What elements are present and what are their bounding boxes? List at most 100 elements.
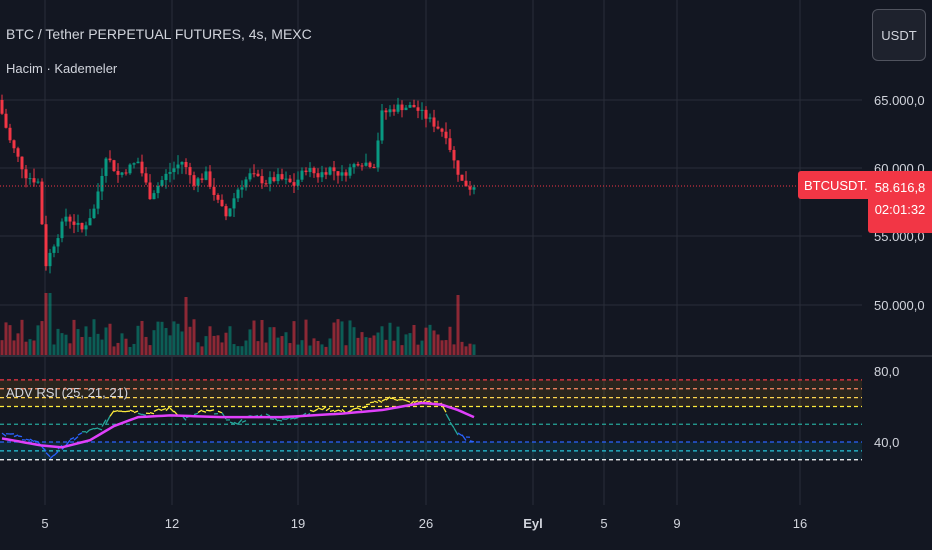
candle [164,173,168,181]
volume-bar [64,334,68,355]
volume-bar [396,326,400,355]
rsi-line-segment [77,432,83,436]
volume-bar [240,346,244,355]
rsi-line-segment [85,429,91,434]
indicator-legend[interactable]: Hacim · Kademeler [6,61,118,76]
rsi-line-segment [357,407,363,411]
rsi-line-segment [445,413,451,422]
rsi-line-segment [201,410,207,413]
candle [268,177,272,184]
candle [428,117,432,119]
rsi-legend[interactable]: ADV RSI (25, 21, 21) [6,385,129,400]
volume-bar [120,333,124,355]
volume-bar [4,322,8,355]
volume-bar [168,335,172,355]
rsi-line-segment [101,419,107,427]
time-tick: 12 [165,516,179,531]
candle [404,107,408,111]
rsi-line-segment [353,407,359,410]
last-price: 58.616,8 [874,180,926,195]
rsi-line-segment [405,399,411,403]
candle [416,107,420,111]
volume-bar [376,332,380,355]
time-tick: 26 [419,516,433,531]
volume-bar [8,325,12,355]
volume-bar [92,319,96,355]
volume-bar [24,341,28,355]
volume-bar [412,324,416,355]
rsi-line-segment [205,409,211,412]
volume-bar [256,341,260,355]
rsi-line-segment [165,406,171,412]
candle [424,109,428,119]
candle [372,166,376,168]
candle [376,140,380,168]
time-tick: 5 [41,516,48,531]
candle [0,100,4,114]
volume-bar [152,330,156,355]
candle [308,168,312,173]
candle [312,168,316,174]
volume-bar [340,321,344,355]
volume-bar [456,295,460,355]
volume-bar [424,327,428,355]
candle [72,221,76,225]
candle [188,167,192,176]
volume-bar [16,333,20,355]
volume-bar [56,328,60,355]
volume-bar [264,342,268,355]
candle [108,158,112,161]
volume-bar [380,326,384,355]
candle [88,218,92,226]
candle [324,172,328,175]
rsi-line-segment [325,407,331,412]
rsi-panel [0,379,862,461]
volume-bar [428,324,432,355]
rsi-line-segment [141,413,147,417]
volume-bar [88,336,92,355]
rsi-line-segment [377,399,383,403]
candle [116,171,120,175]
candle [300,170,304,180]
rsi-line-segment [401,398,407,402]
volume-bar [440,340,444,355]
rsi-line-segment [45,452,51,458]
volume-bar [80,336,84,355]
volume-bar [272,327,276,355]
volume-bar [52,344,56,355]
axes: 65.000,060.000,055.000,050.000,080,040,0… [41,93,924,531]
candle [104,158,108,176]
rsi-line-segment [157,408,163,412]
rsi-line-segment [153,408,159,412]
volume-bar [28,339,32,355]
candle [380,110,384,141]
volume-bar [176,323,180,355]
currency-button[interactable]: USDT [872,9,926,61]
volume-bar [436,334,440,355]
candle [272,177,276,182]
rsi-line-segment [449,421,455,429]
candle [156,185,160,194]
candle [40,181,44,225]
volume-bar [72,319,76,355]
volume-bar [204,336,208,355]
countdown: 02:01:32 [874,202,926,217]
candle [120,172,124,175]
rsi-line-segment [313,408,319,412]
volume-bar [448,326,452,355]
volume-bar [232,344,236,355]
volume-bar [280,336,284,355]
volume-bar [180,331,184,355]
volume-bar [420,340,424,355]
volume-bar [472,344,476,355]
last-price-tag: 58.616,8 02:01:32 [868,171,932,233]
rsi-line-segment [229,421,235,425]
rsi-line-segment [25,438,31,441]
volume-bar [464,346,468,355]
volume-bar [336,319,340,355]
volume-bar [312,338,316,355]
candle [288,178,292,183]
candle [16,148,20,157]
candle [292,182,296,186]
